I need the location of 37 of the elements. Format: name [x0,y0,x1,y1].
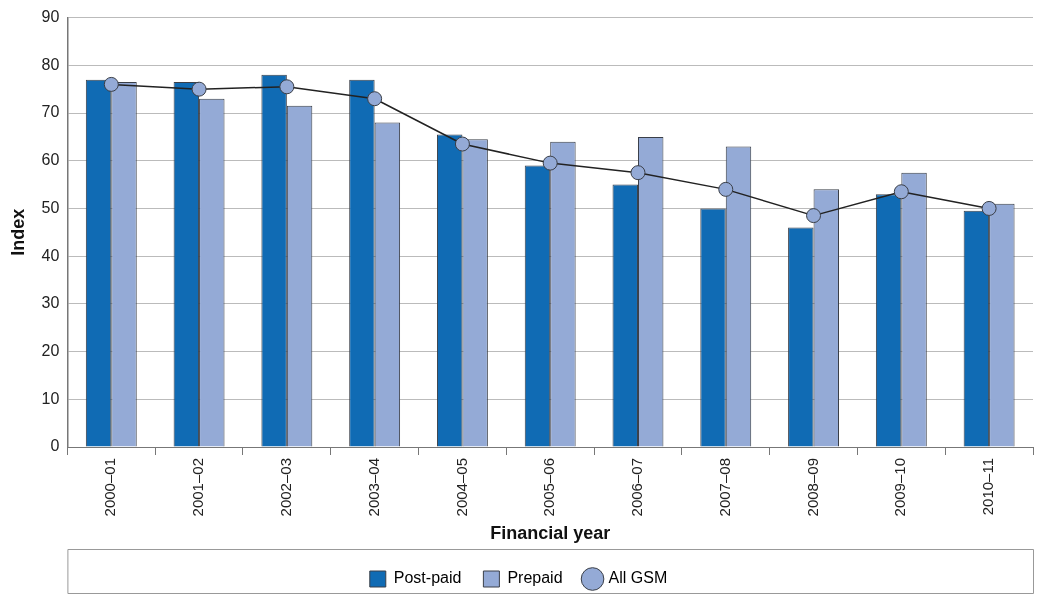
point [806,208,822,224]
y-tick-label: 60 [41,151,60,169]
y-axis-title: Index [7,208,28,256]
point [893,184,909,200]
legend-label: Post-paid [393,569,462,587]
point [279,79,295,95]
point [191,81,207,97]
y-tick-label: 90 [41,8,60,26]
point [542,155,558,171]
x-tick-label: 2007–08 [715,458,733,517]
x-tick-label: 2006–07 [628,458,646,517]
x-tick-label: 2003–04 [364,458,382,517]
point [103,76,119,92]
x-tick-label: 2005–06 [540,458,558,517]
y-tick-label: 70 [41,103,60,121]
point [454,136,470,152]
x-tick-label: 2004–05 [452,458,470,517]
x-axis-title: Financial year [490,523,611,544]
y-tick-label: 0 [50,437,60,455]
point [981,200,997,216]
point [630,165,646,181]
x-tick-label: 2000–01 [101,458,119,517]
legend-label: Prepaid [507,569,563,587]
y-tick-label: 20 [41,341,60,359]
y-tick-label: 10 [41,389,60,407]
x-tick-label: 2002–03 [276,458,294,517]
y-tick-label: 80 [41,55,60,73]
x-tick-label: 2001–02 [189,458,207,517]
x-tick-label: 2010–11 [979,458,997,516]
point [367,91,383,107]
x-tick-label: 2009–10 [891,458,909,517]
y-tick-label: 50 [41,198,60,216]
y-tick-label: 40 [41,246,60,264]
y-tick-label: 30 [41,294,60,312]
x-tick-label: 2008–09 [803,458,821,517]
legend-label: All GSM [608,569,668,587]
point [718,181,734,197]
